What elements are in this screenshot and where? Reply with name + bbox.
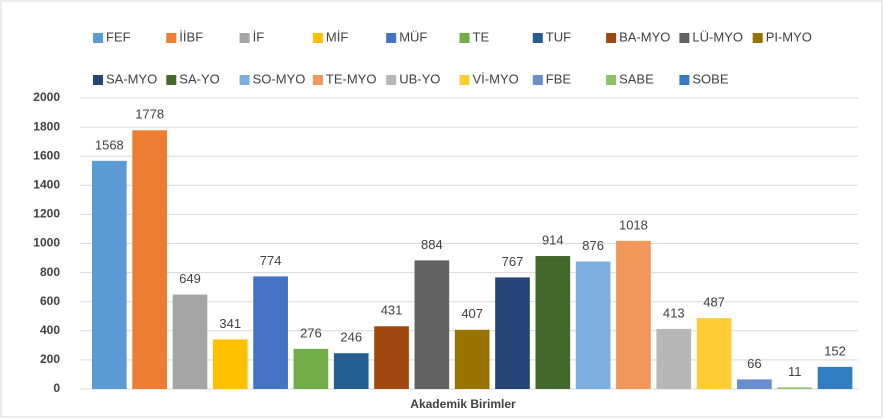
bar [656,328,692,389]
bar [374,326,409,389]
bar [212,339,248,389]
legend-label: İİBF [179,29,203,44]
y-tick-label: 200 [40,352,60,366]
y-tick-label: 1600 [33,148,60,162]
legend-swatch [166,33,177,43]
legend-label: SA-YO [179,71,219,86]
bar [737,379,772,389]
bar [454,329,490,389]
data-label: 152 [824,343,846,358]
legend-label: FBE [546,71,572,86]
data-label: 876 [582,238,604,253]
data-label: 276 [300,325,322,340]
legend-swatch [386,33,397,43]
bar [132,130,167,389]
legend-swatch [312,75,323,85]
legend-swatch [312,33,323,43]
bar [495,277,530,389]
data-label: 1568 [95,137,124,152]
data-label: 11 [788,364,802,379]
y-tick-label: 1400 [33,177,60,191]
legend-label: LÜ-MYO [692,29,743,44]
bar [777,387,813,389]
data-label: 649 [179,271,201,286]
data-label: 66 [747,356,761,371]
legend-swatch [606,33,617,43]
legend-label: SOBE [692,71,728,86]
bar [616,240,651,389]
legend-swatch [239,75,250,85]
legend-label: TUF [546,29,571,44]
legend-label: BA-MYO [619,29,670,44]
legend-swatch [532,75,543,85]
legend-swatch [93,75,103,85]
bar [293,348,329,389]
data-label: 413 [663,305,685,320]
data-label: 914 [542,232,564,247]
data-label: 246 [340,330,362,345]
legend-label: SA-MYO [106,71,157,86]
legend-label: FEF [106,29,131,44]
legend-swatch [532,33,543,43]
y-tick-label: 0 [53,381,60,395]
data-label: 1018 [619,217,648,232]
legend-label: TE-MYO [326,71,377,86]
legend-label: Vİ-MYO [473,71,519,86]
x-axis-label: Akademik Birimler [410,397,516,411]
legend-swatch [386,75,397,85]
legend-label: SABE [619,71,654,86]
legend-swatch [459,75,470,85]
data-label: 774 [260,253,282,268]
bar [92,160,127,389]
y-tick-label: 600 [40,294,60,308]
legend-label: TE [473,29,490,44]
bar [696,318,732,389]
bar [172,294,208,389]
data-label: 884 [421,237,443,252]
legend-swatch [752,33,763,43]
y-tick-label: 1000 [33,236,60,250]
data-label: 767 [502,254,524,269]
bar [253,276,288,389]
legend-swatch [679,33,690,43]
y-tick-label: 1200 [33,207,60,221]
legend-label: MİF [326,29,348,44]
legend-swatch [459,33,470,43]
legend-label: MÜF [399,29,427,44]
bar [817,366,853,389]
y-tick-label: 800 [40,265,60,279]
data-label: 487 [703,295,725,310]
bar [333,353,369,389]
legend-swatch [239,33,250,43]
data-label: 1778 [135,107,164,122]
bar [535,256,571,389]
legend-swatch [679,75,690,85]
data-label: 431 [381,303,403,318]
legend-label: PI-MYO [766,29,812,44]
legend-label: SO-MYO [253,71,306,86]
bar [575,261,611,389]
bar [414,260,450,389]
y-tick-label: 1800 [33,119,60,133]
legend-label: UB-YO [399,71,440,86]
y-tick-label: 400 [40,323,60,337]
legend-swatch [606,75,617,85]
data-label: 341 [219,316,241,331]
legend-swatch [166,75,177,85]
data-label: 407 [461,306,483,321]
legend-label: İF [253,29,265,44]
legend-swatch [93,33,103,43]
y-tick-label: 2000 [33,90,60,104]
